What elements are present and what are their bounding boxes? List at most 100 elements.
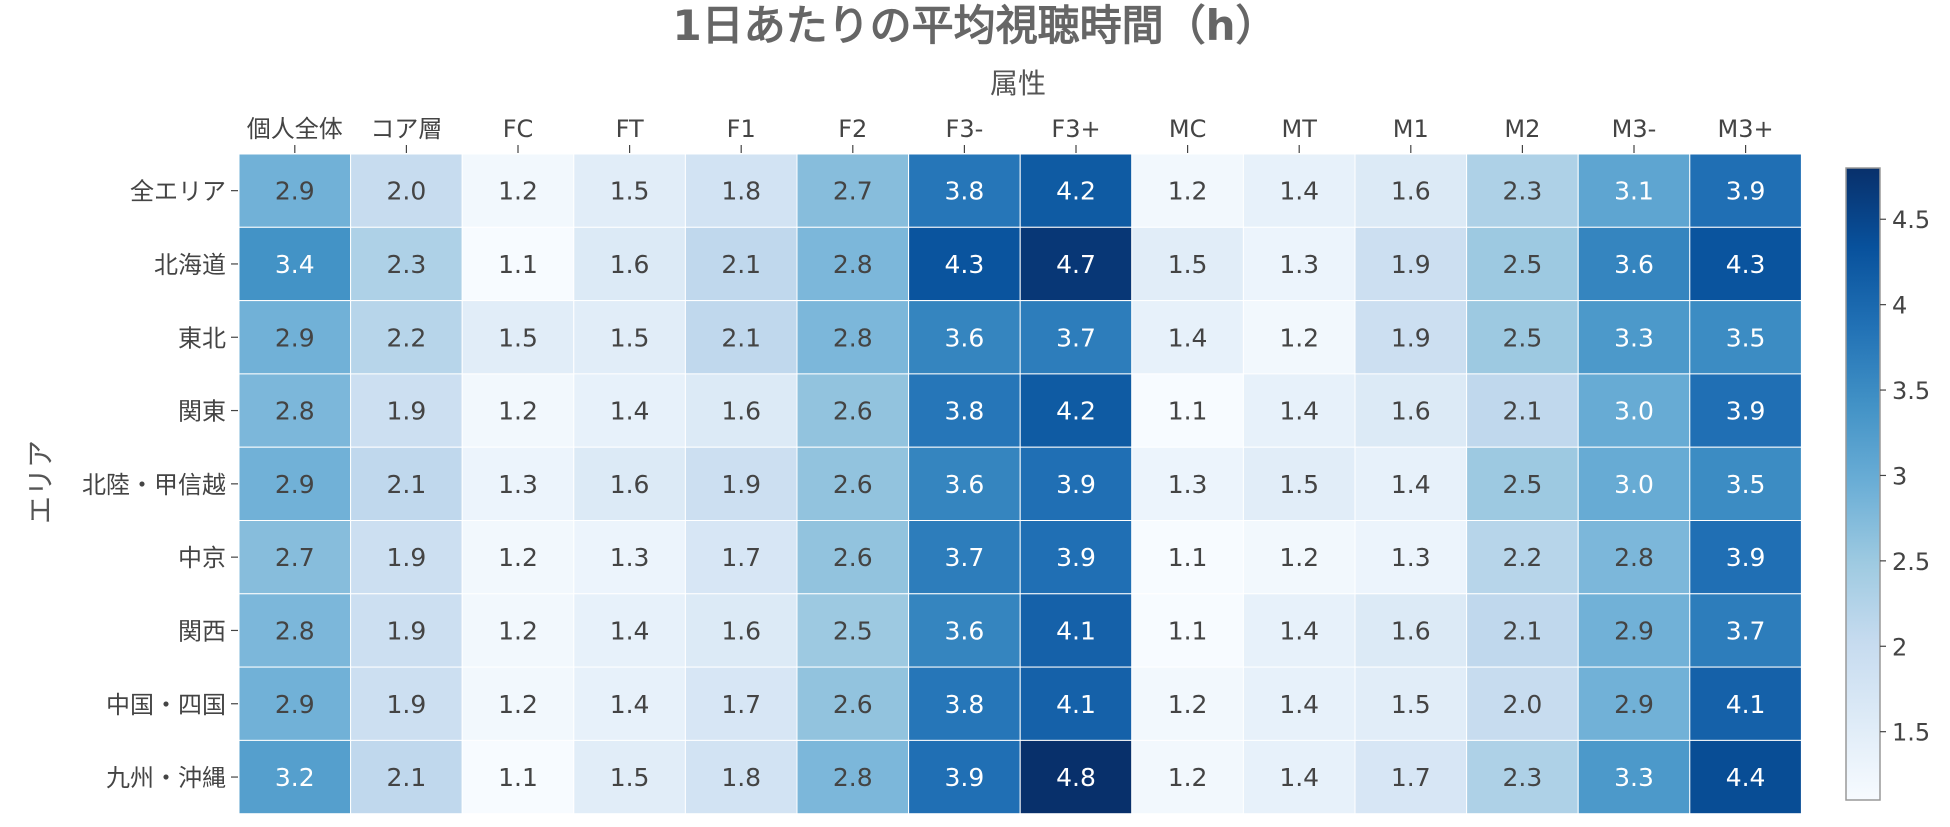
heatmap-cell [1689, 153, 1802, 228]
cell-value-label: 1.6 [1391, 177, 1431, 206]
colorbar: 1.5 2 2.5 3 3.5 4 4.5 [1845, 167, 1930, 801]
cell-value-label: 1.2 [1168, 763, 1208, 792]
heatmap-cell [1354, 739, 1468, 815]
heatmap-cell [1354, 226, 1468, 302]
cell-value-label: 2.2 [387, 323, 427, 352]
heatmap-cell [238, 226, 352, 302]
heatmap-cell [1577, 153, 1691, 228]
cell-value-label: 1.7 [721, 690, 761, 719]
cell-value-label: 1.1 [1168, 616, 1208, 645]
cell-value-label: 1.1 [1168, 397, 1208, 426]
heatmap-cell [908, 300, 1021, 375]
cell-value-label: 3.9 [1726, 177, 1766, 206]
heatmap-cell [1131, 373, 1244, 448]
heatmap-cell [1577, 666, 1691, 741]
heatmap-cell [238, 300, 352, 375]
heatmap-cell [461, 520, 575, 595]
heatmap-cell [796, 739, 910, 815]
heatmap-cell [684, 153, 798, 228]
cell-value-label: 3.0 [1614, 397, 1654, 426]
heatmap-cell [1354, 300, 1468, 375]
cell-value-label: 4.1 [1726, 690, 1766, 719]
heatmap-cell [1019, 226, 1133, 302]
heatmap-cell [238, 446, 352, 522]
cell-value-label: 2.8 [833, 250, 873, 279]
heatmap-cell [573, 153, 686, 228]
cell-value-label: 2.6 [833, 397, 873, 426]
cell-value-label: 2.9 [275, 323, 315, 352]
cell-value-label: 2.8 [833, 323, 873, 352]
cell-value-label: 2.8 [1614, 543, 1654, 572]
heatmap-cell [1131, 226, 1244, 302]
cell-value-label: 1.2 [498, 690, 538, 719]
cell-value-label: 3.3 [1614, 323, 1654, 352]
heatmap-cell [1019, 739, 1133, 815]
heatmap-cell [1689, 226, 1802, 302]
colorbar-tick-label: 2.5 [1892, 548, 1930, 576]
heatmap-cell [461, 300, 575, 375]
heatmap-cells: 2.9 2.0 1.2 1.5 1.8 2.7 3.8 4.2 1.2 1.4 1.6 2.3 3.1 3… [238, 153, 1802, 815]
x-tick-label: F1 [727, 115, 756, 143]
heatmap-cell [1577, 593, 1691, 668]
cell-value-label: 2.1 [721, 323, 761, 352]
cell-value-label: 1.5 [1168, 250, 1208, 279]
heatmap-cell [1354, 520, 1468, 595]
cell-value-label: 1.1 [498, 250, 538, 279]
heatmap-cell [1242, 300, 1356, 375]
cell-value-label: 4.3 [1726, 250, 1766, 279]
colorbar-tick-label: 1.5 [1892, 719, 1930, 747]
heatmap-cell [908, 666, 1021, 741]
x-tick-label: F2 [838, 115, 867, 143]
y-tick-label: 関西 [178, 617, 226, 645]
cell-value-label: 1.7 [721, 543, 761, 572]
cell-value-label: 2.9 [1614, 690, 1654, 719]
cell-value-label: 2.8 [275, 397, 315, 426]
cell-value-label: 1.3 [1391, 543, 1431, 572]
y-tick-label: 関東 [178, 398, 226, 426]
heatmap-cell [461, 739, 575, 815]
cell-value-label: 2.1 [1503, 397, 1543, 426]
heatmap-cell [1242, 593, 1356, 668]
x-axis-title: 属性 [990, 67, 1046, 100]
heatmap-cell [1577, 739, 1691, 815]
cell-value-label: 1.9 [1391, 250, 1431, 279]
cell-value-label: 1.3 [610, 543, 650, 572]
cell-value-label: 2.2 [1503, 543, 1543, 572]
x-tick-label: F3- [946, 115, 984, 143]
cell-value-label: 4.1 [1056, 616, 1096, 645]
heatmap-cell [1466, 300, 1579, 375]
colorbar-gradient [1845, 167, 1881, 801]
cell-value-label: 1.4 [1279, 763, 1319, 792]
heatmap-cell [1466, 520, 1579, 595]
cell-value-label: 4.2 [1056, 177, 1096, 206]
x-tick-label: M3- [1612, 115, 1657, 143]
y-axis-title: エリア [24, 440, 57, 524]
heatmap-cell [573, 666, 686, 741]
heatmap-cell [684, 226, 798, 302]
cell-value-label: 1.4 [1168, 323, 1208, 352]
cell-value-label: 1.5 [610, 177, 650, 206]
cell-value-label: 1.2 [1279, 543, 1319, 572]
heatmap-cell [1689, 300, 1802, 375]
cell-value-label: 2.1 [387, 763, 427, 792]
cell-value-label: 1.2 [498, 616, 538, 645]
heatmap-cell [1019, 666, 1133, 741]
cell-value-label: 1.6 [1391, 616, 1431, 645]
cell-value-label: 1.9 [1391, 323, 1431, 352]
heatmap-cell [1131, 739, 1244, 815]
heatmap-cell [1689, 739, 1802, 815]
cell-value-label: 3.8 [945, 177, 985, 206]
heatmap-cell [1131, 520, 1244, 595]
cell-value-label: 2.1 [387, 470, 427, 499]
chart-title: 1日あたりの平均視聴時間（h） [672, 1, 1277, 50]
heatmap-cell [1577, 520, 1691, 595]
cell-value-label: 1.1 [1168, 543, 1208, 572]
cell-value-label: 1.6 [610, 250, 650, 279]
cell-value-label: 4.8 [1056, 763, 1096, 792]
cell-value-label: 2.9 [275, 177, 315, 206]
heatmap-cell [796, 226, 910, 302]
cell-value-label: 3.9 [1726, 543, 1766, 572]
x-tick-label: MT [1282, 115, 1318, 143]
cell-value-label: 1.9 [387, 616, 427, 645]
cell-value-label: 1.2 [498, 397, 538, 426]
